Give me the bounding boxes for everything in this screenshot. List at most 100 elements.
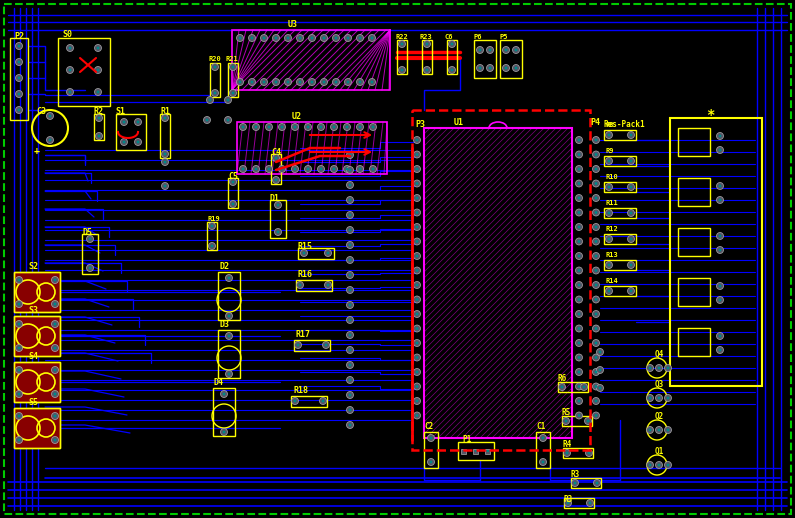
Bar xyxy=(294,340,330,351)
Circle shape xyxy=(287,37,289,39)
Circle shape xyxy=(15,91,22,97)
Circle shape xyxy=(595,197,597,199)
Circle shape xyxy=(627,287,634,295)
Text: R2: R2 xyxy=(93,107,103,116)
Circle shape xyxy=(46,112,53,120)
Bar xyxy=(604,234,636,244)
Circle shape xyxy=(576,267,583,274)
Circle shape xyxy=(348,274,351,277)
Circle shape xyxy=(68,91,72,93)
Circle shape xyxy=(347,332,354,338)
Bar xyxy=(571,478,601,488)
Text: Res-Pack1: Res-Pack1 xyxy=(604,120,646,129)
Circle shape xyxy=(344,79,351,85)
Circle shape xyxy=(15,277,22,283)
Text: S1: S1 xyxy=(115,107,125,116)
Circle shape xyxy=(227,335,231,337)
Circle shape xyxy=(416,226,418,228)
Circle shape xyxy=(285,35,292,41)
Circle shape xyxy=(665,426,672,434)
Circle shape xyxy=(348,154,351,156)
Circle shape xyxy=(502,47,510,53)
Bar xyxy=(678,328,710,356)
Circle shape xyxy=(15,300,22,308)
Circle shape xyxy=(347,422,354,428)
Circle shape xyxy=(719,284,721,287)
Circle shape xyxy=(273,154,280,162)
Circle shape xyxy=(559,383,565,391)
Circle shape xyxy=(273,35,280,41)
Circle shape xyxy=(161,114,169,122)
Circle shape xyxy=(595,482,599,484)
Circle shape xyxy=(541,461,545,464)
Text: D2: D2 xyxy=(219,262,229,271)
Text: D1: D1 xyxy=(270,194,280,203)
Circle shape xyxy=(17,61,21,63)
Circle shape xyxy=(416,312,418,315)
Circle shape xyxy=(52,277,59,283)
Circle shape xyxy=(578,168,580,170)
Circle shape xyxy=(268,125,270,128)
Circle shape xyxy=(719,335,721,337)
Circle shape xyxy=(413,238,421,245)
Circle shape xyxy=(424,66,431,74)
Circle shape xyxy=(332,168,335,170)
Bar xyxy=(14,408,60,448)
Circle shape xyxy=(578,327,580,330)
Circle shape xyxy=(293,399,297,402)
Text: R19: R19 xyxy=(207,216,219,222)
Bar xyxy=(82,234,98,274)
Circle shape xyxy=(227,98,230,102)
Circle shape xyxy=(292,397,298,405)
Bar xyxy=(424,128,572,438)
Circle shape xyxy=(98,135,100,137)
Bar xyxy=(604,182,636,192)
Circle shape xyxy=(649,428,651,431)
Bar xyxy=(116,114,146,150)
Circle shape xyxy=(413,354,421,361)
Circle shape xyxy=(607,211,611,214)
Circle shape xyxy=(416,139,418,141)
Circle shape xyxy=(67,66,73,74)
Bar xyxy=(14,272,60,312)
Circle shape xyxy=(413,310,421,318)
Circle shape xyxy=(578,240,580,243)
Circle shape xyxy=(595,211,597,214)
Circle shape xyxy=(231,92,235,94)
Circle shape xyxy=(576,397,583,405)
Circle shape xyxy=(208,223,215,229)
Circle shape xyxy=(656,462,662,468)
Circle shape xyxy=(214,92,216,94)
Circle shape xyxy=(323,341,329,349)
Circle shape xyxy=(607,238,611,240)
Circle shape xyxy=(97,91,99,93)
Circle shape xyxy=(344,35,351,41)
Circle shape xyxy=(413,412,421,419)
Text: R14: R14 xyxy=(606,278,619,284)
Bar xyxy=(422,40,432,74)
Circle shape xyxy=(281,168,283,170)
Text: U2: U2 xyxy=(292,112,302,121)
Circle shape xyxy=(347,151,354,159)
Bar xyxy=(207,222,217,250)
Circle shape xyxy=(17,414,21,418)
Circle shape xyxy=(15,367,22,373)
Circle shape xyxy=(317,165,324,172)
Text: R15: R15 xyxy=(298,242,313,251)
Circle shape xyxy=(347,81,349,83)
Circle shape xyxy=(599,369,601,371)
Circle shape xyxy=(323,37,325,39)
Circle shape xyxy=(307,125,309,128)
Circle shape xyxy=(716,282,723,290)
Circle shape xyxy=(595,385,597,388)
Circle shape xyxy=(17,93,21,95)
Circle shape xyxy=(95,114,103,122)
Text: S3: S3 xyxy=(28,306,38,315)
Circle shape xyxy=(122,140,126,143)
Circle shape xyxy=(487,65,494,71)
Circle shape xyxy=(48,114,52,118)
Circle shape xyxy=(52,321,59,327)
Circle shape xyxy=(303,252,305,254)
Circle shape xyxy=(513,47,519,53)
Circle shape xyxy=(630,160,632,163)
